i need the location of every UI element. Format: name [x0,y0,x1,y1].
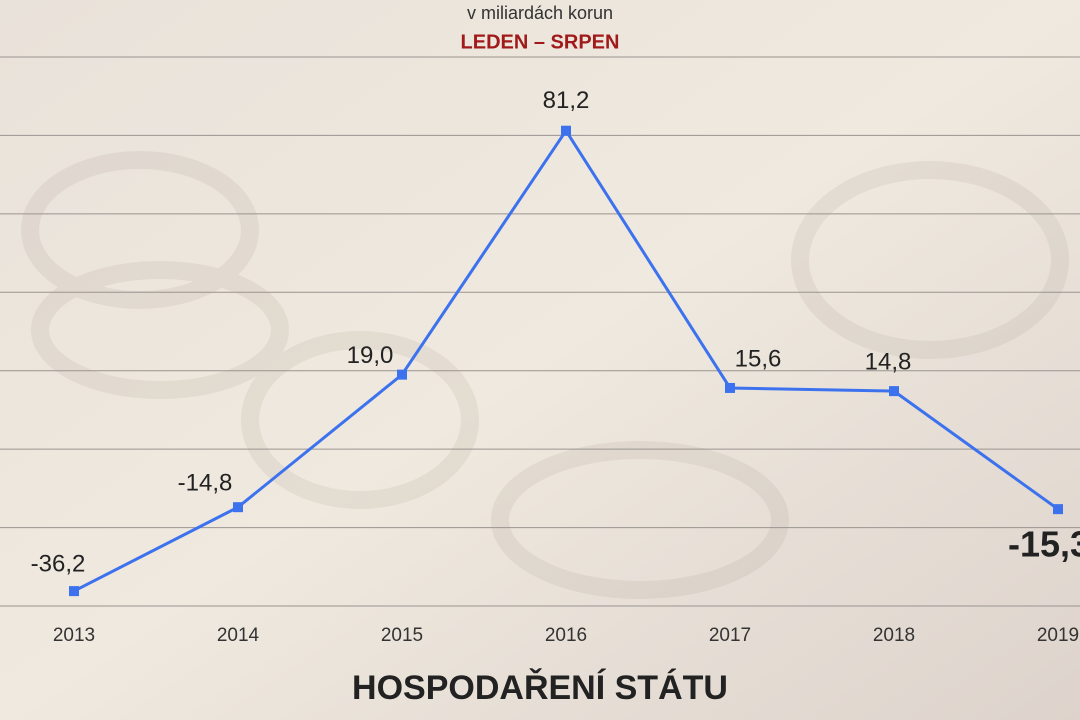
value-label: 15,6 [735,345,782,372]
value-label: -14,8 [178,470,233,497]
value-label: -36,2 [31,550,86,577]
x-tick-label: 2016 [545,625,587,646]
chart-title: HOSPODAŘENÍ STÁTU [352,669,728,707]
data-point [397,369,407,380]
value-label: 14,8 [865,348,912,375]
data-point [561,125,571,136]
x-tick-label: 2015 [381,625,423,646]
value-label: 81,2 [543,87,590,114]
value-label: 19,0 [347,342,394,369]
data-point [69,586,79,597]
x-tick-label: 2017 [709,625,751,646]
data-point [889,386,899,397]
data-point [233,502,243,513]
period: LEDEN – SRPEN [461,31,620,53]
x-tick-label: 2018 [873,625,915,646]
x-tick-label: 2019 [1037,625,1079,646]
x-tick-label: 2014 [217,625,260,646]
data-point [1053,504,1063,515]
data-point [725,382,735,393]
subtitle: v miliardách korun [467,3,613,23]
value-label: -15,3 [1008,524,1080,565]
background-decoration [21,151,1069,599]
x-tick-label: 2013 [53,625,95,646]
